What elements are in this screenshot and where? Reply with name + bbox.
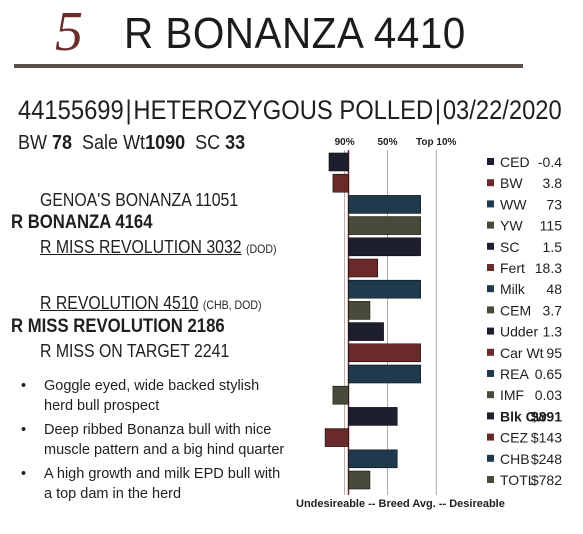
registration-number: 44155699 bbox=[18, 95, 124, 125]
trait-value: 3.8 bbox=[543, 175, 563, 191]
trait-label: Milk bbox=[500, 281, 526, 297]
epd-bar bbox=[348, 237, 421, 257]
sc-value: 33 bbox=[225, 132, 246, 154]
trait-label: Fert bbox=[500, 260, 525, 276]
sc-label: SC bbox=[195, 132, 221, 154]
sire-dam-tag: (DOD) bbox=[246, 242, 277, 256]
legend-swatch bbox=[487, 327, 494, 335]
scale-label: Top 10% bbox=[416, 137, 456, 148]
epd-bar bbox=[348, 216, 421, 235]
trait-label: CED bbox=[500, 154, 530, 170]
epd-chart: 90% 50% Top 10% CED -0.4 BW 3.8 WW 73 YW 115 SC 1.5 F… bbox=[324, 137, 563, 495]
legend-swatch bbox=[487, 454, 494, 462]
title-divider bbox=[14, 64, 523, 68]
legend-swatch bbox=[487, 221, 494, 229]
trait-label: IMF bbox=[500, 387, 524, 403]
birth-date: 03/22/2020 bbox=[442, 95, 562, 125]
sire-dam-name: R MISS REVOLUTION 3032 bbox=[40, 237, 242, 257]
epd-bar bbox=[348, 301, 371, 320]
trait-value: $248 bbox=[531, 451, 562, 467]
trait-value: -0.4 bbox=[538, 154, 562, 170]
trait-label: Udder bbox=[500, 324, 538, 340]
epd-bar bbox=[348, 343, 421, 363]
polled-status: HETEROZYGOUS POLLED bbox=[133, 95, 434, 125]
legend-swatch bbox=[487, 433, 494, 441]
sale-wt-value: 1090 bbox=[145, 132, 186, 154]
scale-label: 90% bbox=[335, 137, 355, 148]
epd-bar bbox=[348, 407, 398, 426]
epd-bar bbox=[332, 385, 349, 405]
lot-number: 5 bbox=[55, 1, 83, 63]
legend-swatch bbox=[487, 200, 494, 208]
legend-swatch bbox=[487, 370, 494, 377]
dam-sire-name: R REVOLUTION 4510 bbox=[40, 293, 199, 313]
dam-sire-tag: (CHB, DOD) bbox=[202, 298, 262, 312]
trait-value: $143 bbox=[531, 430, 562, 446]
trait-label: TOTL bbox=[500, 472, 536, 488]
epd-bar bbox=[348, 470, 371, 490]
trait-label: CEZ bbox=[500, 430, 528, 446]
bw-label: BW bbox=[18, 132, 47, 154]
trait-value: 73 bbox=[546, 196, 562, 212]
trait-label: BW bbox=[500, 175, 523, 191]
epd-bar bbox=[348, 258, 379, 278]
comment-item: Goggle eyed, wide backed stylish herd bu… bbox=[18, 376, 288, 416]
scale-label: 50% bbox=[377, 137, 397, 148]
trait-label: SC bbox=[500, 239, 519, 255]
legend-swatch bbox=[487, 391, 494, 399]
legend-swatch bbox=[487, 242, 494, 250]
trait-value: $782 bbox=[531, 472, 562, 488]
trait-label: CEM bbox=[500, 302, 531, 318]
bw-value: 78 bbox=[52, 132, 73, 154]
trait-label: YW bbox=[500, 218, 523, 234]
trait-label: REA bbox=[500, 366, 529, 382]
pedigree-sire-sire: GENOA'S BONANZA 11051 bbox=[40, 190, 239, 210]
trait-value: 0.65 bbox=[535, 366, 562, 382]
trait-value: 115 bbox=[540, 218, 563, 234]
pedigree-dam-dam: R MISS ON TARGET 2241 bbox=[40, 341, 230, 361]
trait-value: 0.03 bbox=[535, 387, 562, 403]
trait-value: 48 bbox=[546, 281, 562, 297]
trait-label: WW bbox=[500, 196, 527, 212]
pedigree-sire-dam: R MISS REVOLUTION 3032 (DOD) bbox=[40, 236, 277, 260]
trait-label: Blk Cw bbox=[500, 408, 547, 424]
trait-value: 1.5 bbox=[543, 239, 563, 255]
id-line: 44155699|HETEROZYGOUS POLLED|03/22/2020 bbox=[18, 95, 562, 125]
legend-swatch bbox=[487, 476, 494, 483]
trait-value: 1.3 bbox=[543, 324, 563, 340]
legend-swatch bbox=[487, 285, 494, 293]
legend-swatch bbox=[487, 264, 494, 271]
separator: | bbox=[125, 95, 132, 125]
trait-label: CHB bbox=[500, 451, 530, 467]
trait-label: Car Wt bbox=[500, 345, 544, 361]
epd-bar bbox=[328, 152, 349, 172]
sale-wt-label: Sale Wt bbox=[82, 132, 146, 154]
epd-bar bbox=[332, 173, 349, 193]
pedigree-sire: R BONANZA 4164 bbox=[11, 212, 153, 233]
trait-value: 18.3 bbox=[535, 260, 562, 276]
epd-bar bbox=[348, 279, 421, 299]
chart-x-label: Undesireable -- Breed Avg. -- Desireable bbox=[296, 498, 505, 510]
legend-swatch bbox=[487, 306, 494, 314]
epd-bar bbox=[348, 195, 421, 214]
separator: | bbox=[434, 95, 442, 125]
trait-value: 95 bbox=[546, 345, 562, 361]
comment-item: A high growth and milk EPD bull with a t… bbox=[18, 464, 288, 504]
epd-bar bbox=[324, 428, 349, 447]
trait-value: 3.7 bbox=[543, 302, 563, 318]
legend-swatch bbox=[487, 412, 494, 420]
legend-swatch bbox=[487, 348, 494, 356]
pedigree-dam-sire: R REVOLUTION 4510 (CHB, DOD) bbox=[40, 292, 262, 316]
comment-item: Deep ribbed Bonanza bull with nice muscl… bbox=[18, 420, 288, 460]
epd-bar bbox=[348, 364, 421, 384]
legend-swatch bbox=[487, 158, 494, 165]
pedigree-dam: R MISS REVOLUTION 2186 bbox=[11, 316, 225, 337]
comment-list: Goggle eyed, wide backed stylish herd bu… bbox=[18, 376, 288, 508]
performance-stats: BW 78 Sale Wt1090 SC 33 bbox=[18, 131, 245, 155]
legend-swatch bbox=[487, 179, 494, 187]
trait-value: $391 bbox=[531, 408, 562, 424]
epd-bar bbox=[348, 322, 384, 341]
epd-bar bbox=[348, 449, 398, 469]
bull-name: R BONANZA 4410 bbox=[124, 9, 466, 58]
